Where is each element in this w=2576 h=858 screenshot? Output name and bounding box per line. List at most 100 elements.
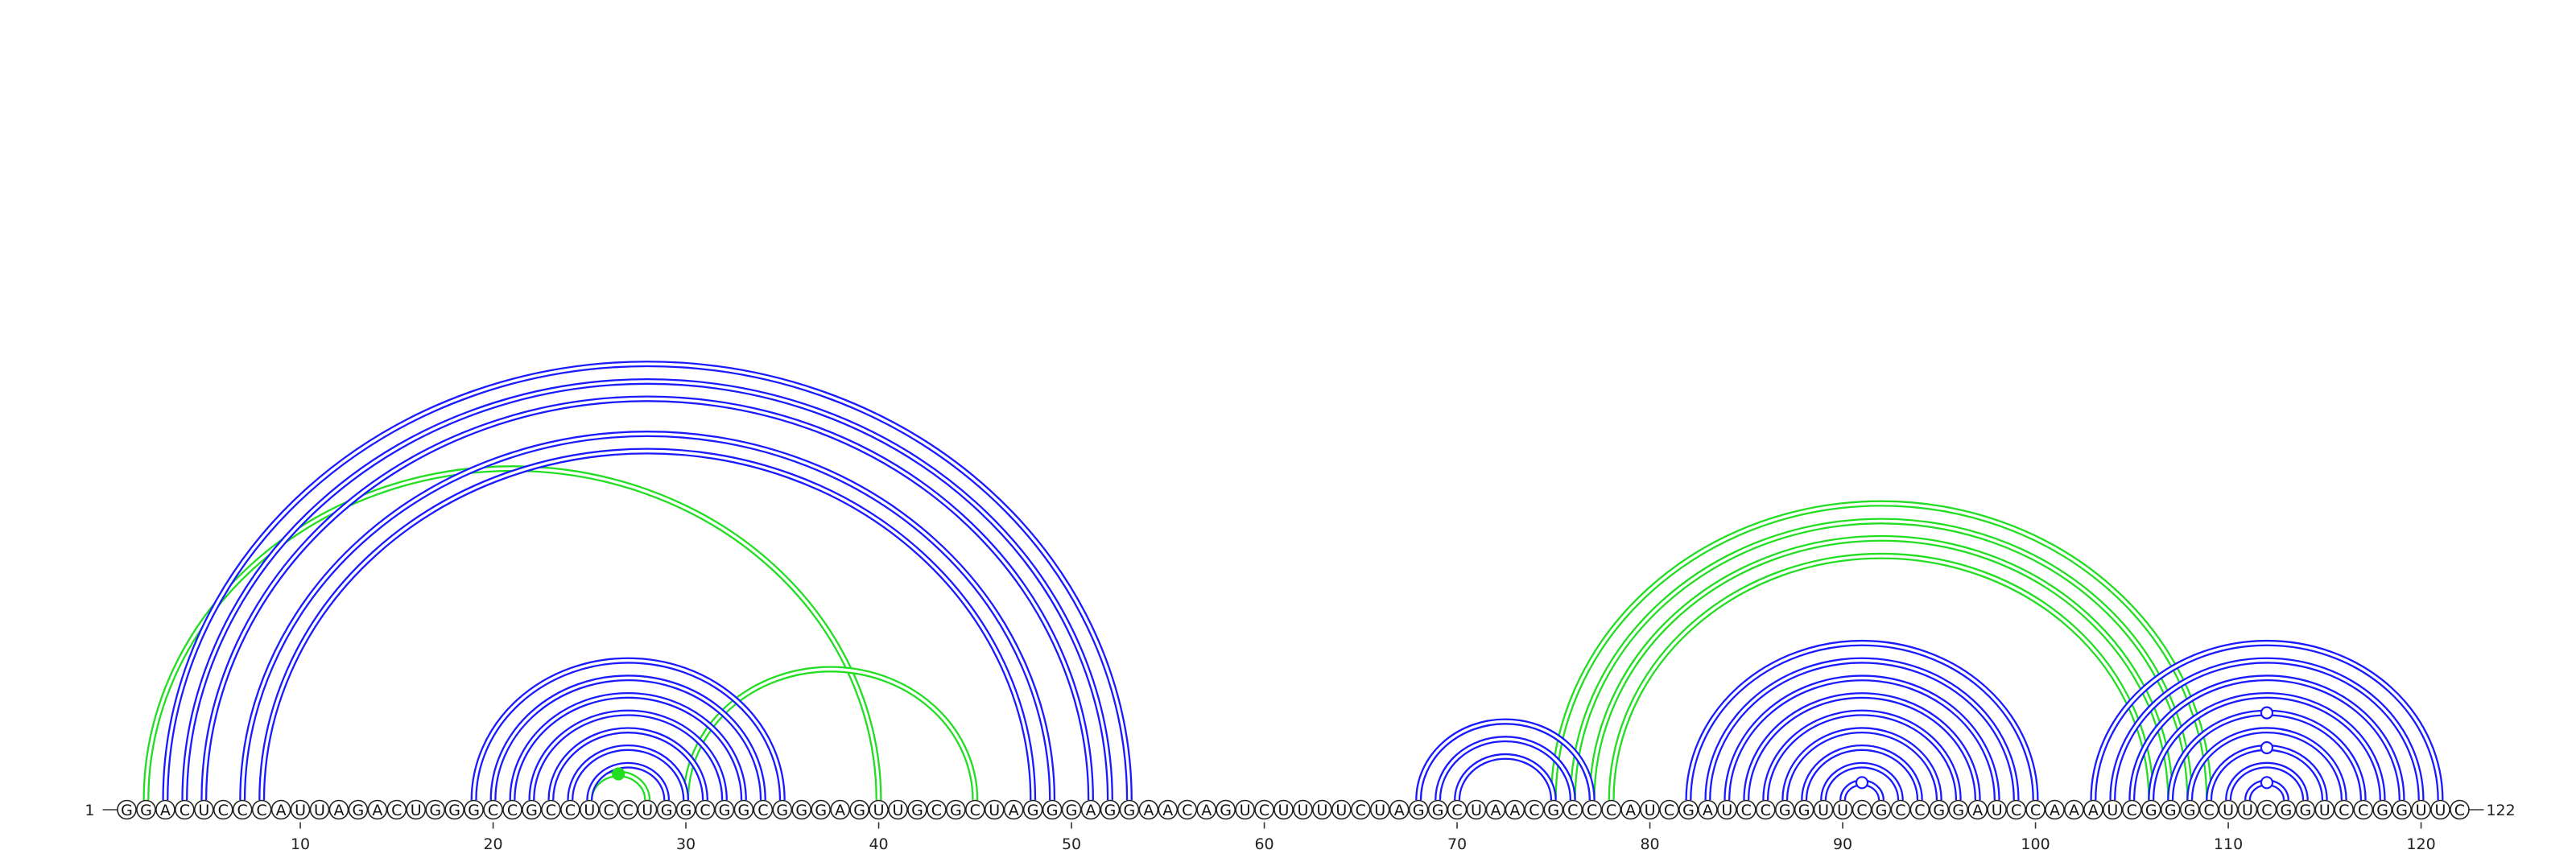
nucleotide-letter: U — [1240, 802, 1251, 819]
nucleotide-circle — [1158, 799, 1179, 820]
nucleotide-9: A — [270, 799, 291, 820]
nucleotide-54: A — [1138, 799, 1159, 820]
nucleotide-107: G — [2160, 799, 2181, 820]
tick-label-40: 40 — [869, 835, 888, 853]
nucleotide-65: C — [1351, 799, 1371, 820]
nucleotide-letter: G — [1027, 802, 1039, 819]
pseudoknot-arc-core-77-107 — [1591, 537, 2172, 801]
nucleotide-80: U — [1640, 799, 1660, 820]
nucleotide-letter: G — [1876, 802, 1888, 819]
stem-arc-core-3-53 — [163, 362, 1131, 801]
nucleotide-2: G — [136, 799, 156, 820]
nucleotide-letter: U — [2107, 802, 2118, 819]
nucleotide-letter: G — [950, 802, 962, 819]
nucleotide-letter: C — [700, 802, 710, 819]
nucleotide-letter: C — [1664, 802, 1674, 819]
nucleotide-letter: A — [1490, 802, 1501, 819]
nucleotide-letter: A — [2069, 802, 2079, 819]
nucleotide-circle — [772, 799, 793, 820]
nucleotide-letter: A — [1703, 802, 1713, 819]
nucleotide-letter: G — [448, 802, 460, 819]
nucleotide-circle — [733, 799, 754, 820]
nucleotide-97: A — [1967, 799, 1988, 820]
nucleotide-letter: U — [1316, 802, 1327, 819]
nucleotide-letter: G — [1952, 802, 1964, 819]
nucleotide-21: C — [502, 799, 522, 820]
nucleotide-circle — [290, 799, 311, 820]
stem-arc-core-103-121 — [2091, 641, 2442, 801]
stem-arc-core-25-29 — [588, 764, 668, 801]
nucleotide-36: G — [791, 799, 812, 820]
nucleotide-letter: A — [1201, 802, 1212, 819]
nucleotide-letter: G — [1933, 802, 1945, 819]
nucleotide-57: A — [1196, 799, 1216, 820]
nucleotide-circle — [1100, 799, 1121, 820]
nucleotide-circle — [965, 799, 985, 820]
nucleotide-circle — [2256, 799, 2277, 820]
nucleotide-18: G — [444, 799, 464, 820]
nucleotide-letter: U — [989, 802, 1000, 819]
nucleotide-letter: C — [1914, 802, 1925, 819]
nucleotide-letter: C — [2203, 802, 2214, 819]
nucleotide-letter: G — [1547, 802, 1559, 819]
nucleotide-31: C — [695, 799, 716, 820]
nucleotide-letter: U — [295, 802, 306, 819]
nucleotide-55: A — [1158, 799, 1179, 820]
nucleotide-79: A — [1620, 799, 1641, 820]
nucleotide-41: U — [888, 799, 908, 820]
nucleotide-5: U — [194, 799, 214, 820]
nucleotide-circle — [1909, 799, 1930, 820]
nucleotide-63: U — [1312, 799, 1332, 820]
nucleotide-circle — [1524, 799, 1545, 820]
nucleotide-86: C — [1755, 799, 1776, 820]
stem-arc-core-85-97 — [1744, 694, 1979, 801]
nucleotide-letter: C — [1895, 802, 1905, 819]
nucleotide-circle — [1022, 799, 1043, 820]
nucleotide-letter: G — [1104, 802, 1117, 819]
nucleotide-circle — [1138, 799, 1159, 820]
nucleotide-letter: C — [970, 802, 980, 819]
nucleotide-circle — [2411, 799, 2431, 820]
nucleotide-circle — [1061, 799, 1082, 820]
nucleotide-letter: C — [2454, 802, 2465, 819]
nucleotide-letter: G — [1220, 802, 1232, 819]
nucleotide-92: G — [1871, 799, 1892, 820]
nucleotide-circle — [1177, 799, 1198, 820]
nucleotide-letter: C — [2011, 802, 2021, 819]
nucleotide-59: U — [1235, 799, 1255, 820]
nucleotide-letter: U — [2416, 802, 2427, 819]
nucleotide-circle — [1254, 799, 1274, 820]
nucleotide-letter: U — [314, 802, 325, 819]
stem-arc-core-106-118 — [2149, 694, 2384, 801]
nucleotide-letter: U — [1645, 802, 1656, 819]
nucleotide-circle — [1351, 799, 1371, 820]
nucleotide-circle — [1582, 799, 1602, 820]
nucleotide-circle — [2064, 799, 2084, 820]
nucleotide-letter: A — [160, 802, 171, 819]
nucleotide-circle — [386, 799, 407, 820]
nucleotide-circle — [1427, 799, 1448, 820]
nucleotide-27: C — [617, 799, 638, 820]
nucleotide-circle — [656, 799, 677, 820]
nucleotide-44: G — [946, 799, 966, 820]
nucleotide-circle — [270, 799, 291, 820]
nucleotide-13: G — [348, 799, 369, 820]
nucleotide-84: U — [1717, 799, 1737, 820]
nucleotide-circle — [2045, 799, 2065, 820]
nucleotide-109: C — [2198, 799, 2219, 820]
nucleotide-circle — [213, 799, 233, 820]
nucleotide-circle — [1080, 799, 1101, 820]
stem-arc-core-69-76 — [1436, 737, 1575, 801]
nucleotide-40: U — [869, 799, 889, 820]
nucleotide-98: U — [1987, 799, 2007, 820]
nucleotide-letter: U — [893, 802, 904, 819]
nucleotide-circle — [2083, 799, 2103, 820]
nucleotide-letter: C — [2339, 802, 2349, 819]
nucleotide-circle — [2353, 799, 2373, 820]
nucleotide-letter: G — [429, 802, 441, 819]
nucleotide-letter: C — [758, 802, 768, 819]
pseudoknot-arc-core-2-40 — [144, 467, 881, 801]
nucleotide-89: U — [1813, 799, 1834, 820]
nucleotide-letter: C — [488, 802, 498, 819]
nucleotide-42: G — [907, 799, 927, 820]
